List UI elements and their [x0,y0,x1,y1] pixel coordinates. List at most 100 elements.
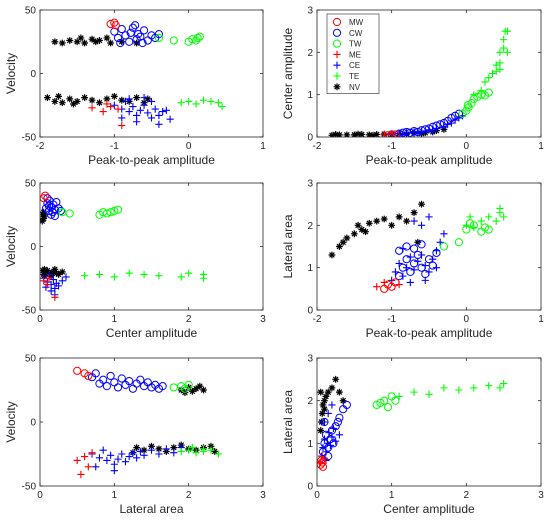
point-te [485,74,493,82]
legend-marker-nv [333,83,341,91]
point-tw [188,35,197,44]
point-tw [99,208,108,217]
point-te [503,27,511,35]
point-mw [318,462,328,471]
point-ce [136,447,144,456]
point-nv [73,38,81,46]
y-tick-label: 0 [30,242,36,253]
axes-box [316,9,542,138]
y-tick-label: 50 [25,354,37,365]
x-tick-label: -1 [110,141,119,152]
plot-area [40,183,263,310]
point-mw [73,366,82,375]
point-ce [162,106,170,114]
point-nv [107,39,115,47]
point-nv [324,388,332,396]
point-nv [70,100,77,108]
point-me [99,108,107,116]
point-nv [350,131,358,137]
point-te [477,86,485,95]
point-ce [118,114,126,122]
point-mw [84,371,93,381]
x-axis-label: Center amplitude [383,502,475,516]
x-tick-label: 1 [538,141,544,152]
data-layer [44,18,226,130]
series-me [40,274,59,301]
point-cw [417,240,426,249]
point-me [103,100,111,108]
point-nv [40,215,48,222]
point-te [500,380,508,388]
point-te [488,69,497,78]
point-cw [342,400,351,410]
y-axis-label: Lateral area [281,214,295,278]
point-cw [395,246,404,255]
point-mw [106,19,115,29]
point-nv [339,397,347,405]
legend-marker-te [333,72,341,80]
point-ce [166,115,174,123]
x-tick-label: 0 [314,490,320,501]
point-cw [413,250,422,260]
point-cw [324,452,333,461]
x-tick-label: 0 [464,141,470,152]
point-te [500,36,508,44]
point-cw [50,211,59,221]
x-tick-label: 0 [37,490,43,501]
x-tick-label: 3 [260,314,266,325]
point-cw [128,23,138,32]
point-nv [414,238,422,246]
point-tw [439,242,449,251]
point-cw [398,263,407,272]
point-nv [328,131,336,137]
legend-entry-nv: NV [333,83,361,92]
x-tick-label: 1 [260,141,266,152]
subplot-1: -2 -1 0 1 -50 0 50 Peak-to-peak amplitude Veloci… [4,6,266,168]
point-ce [121,97,130,106]
point-nv [51,38,59,46]
point-tw [169,36,178,45]
point-nv [155,445,163,453]
y-tick-label: 0 [30,418,36,429]
point-nv [319,401,327,409]
point-nv [118,96,126,104]
x-tick-label: 1 [112,314,118,325]
y-tick-label: 3 [307,6,313,17]
point-nv [354,221,362,229]
point-ce [335,431,343,439]
point-cw [125,376,134,386]
point-nv [88,35,96,43]
point-te [395,392,403,400]
legend-entry-ce: CE [333,61,360,70]
point-ce [110,101,118,109]
point-cw [406,267,415,276]
point-nv [81,39,88,47]
point-ce [328,401,336,409]
point-cw [117,374,126,383]
point-ce [129,449,137,457]
series-te [470,27,511,99]
point-nv [41,268,49,276]
point-ce [103,456,111,464]
point-cw [110,27,119,36]
point-tw [477,90,486,99]
series-tw [458,88,493,118]
point-cw [41,204,51,213]
point-nv [144,95,152,103]
point-tw [462,225,471,234]
point-cw [321,430,331,439]
point-ce [47,287,55,295]
y-tick-label: 2 [307,48,313,59]
point-ce [162,445,170,453]
point-cw [417,126,426,135]
point-ce [425,213,433,221]
point-ce [155,450,163,458]
point-nv [96,99,103,107]
point-te [155,272,163,280]
point-te [496,204,504,212]
point-te [477,217,485,225]
x-tick-label: -1 [387,141,396,152]
point-mw [391,278,400,287]
point-tw [193,33,202,43]
point-nv [51,265,59,273]
